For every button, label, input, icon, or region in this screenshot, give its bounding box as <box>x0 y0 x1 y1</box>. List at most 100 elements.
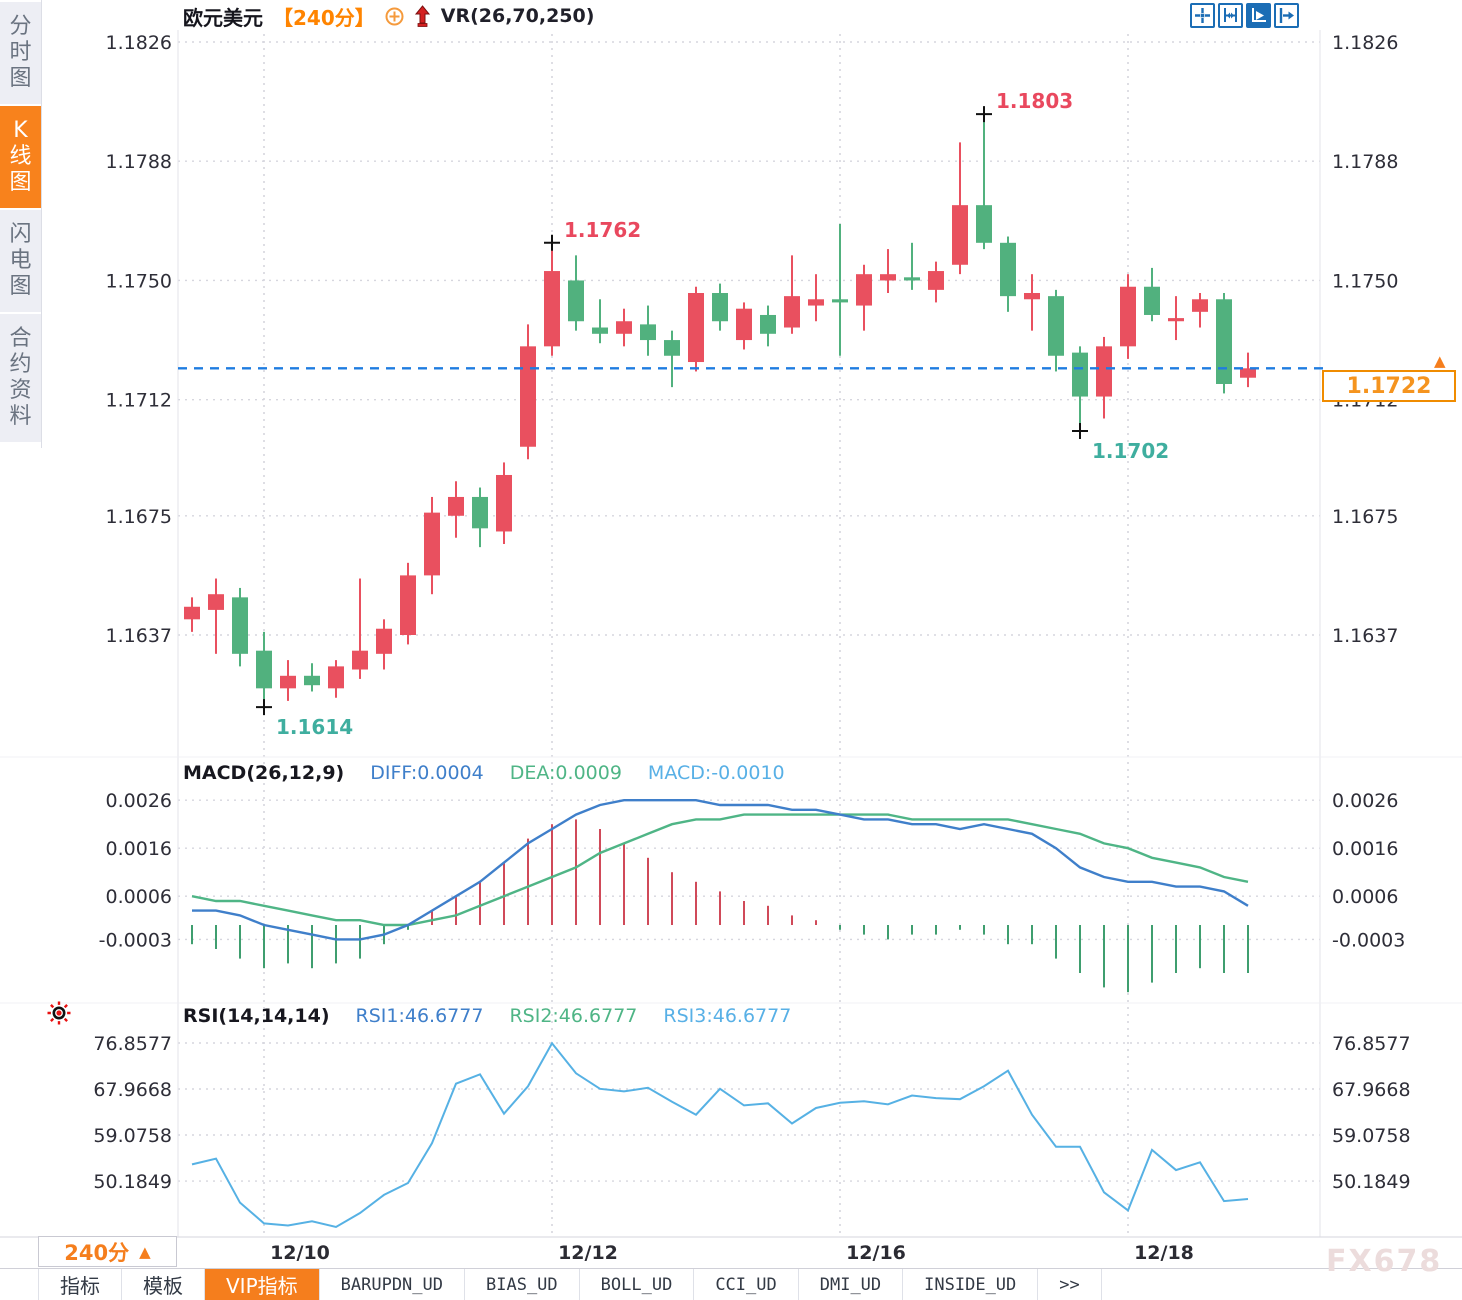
candle-body <box>880 274 896 281</box>
rsi-title[interactable]: RSI(14,14,14) <box>183 1005 330 1027</box>
period-selector[interactable]: 240分 ▲ <box>38 1236 177 1267</box>
current-price-tag: 1.1722 <box>1322 370 1456 402</box>
symbol-title: 欧元美元 <box>183 5 263 30</box>
svg-text:76.8577: 76.8577 <box>93 1033 172 1055</box>
price-up-triangle-icon: ▲ <box>1434 352 1446 370</box>
candle-body <box>1192 299 1208 312</box>
rsi-line <box>191 1041 1249 1229</box>
svg-text:1.1826: 1.1826 <box>106 32 172 54</box>
overlay-indicator-label[interactable]: VR(26,70,250) <box>440 5 595 27</box>
bottom-tab->>[interactable]: >> <box>1038 1269 1102 1300</box>
pane-forward-icon[interactable] <box>1274 3 1299 28</box>
svg-text:59.0758: 59.0758 <box>1332 1125 1411 1147</box>
svg-text:1.1826: 1.1826 <box>1332 32 1398 54</box>
indicator-settings-sun-icon[interactable] <box>46 1000 72 1030</box>
period-label[interactable]: 【240分】 <box>273 5 375 30</box>
macd-title[interactable]: MACD(26,12,9) <box>183 762 345 784</box>
x-axis-date-label[interactable]: 12/12 <box>558 1242 618 1264</box>
candle-body <box>856 274 872 306</box>
candle-body <box>520 346 536 447</box>
candle-body <box>352 650 368 670</box>
circle-plus-icon[interactable] <box>385 7 404 26</box>
period-selector-label: 240分 <box>64 1240 130 1265</box>
bottom-tab-模板[interactable]: 模板 <box>122 1269 205 1300</box>
candle-body <box>664 340 680 356</box>
candle-body <box>304 675 320 686</box>
horizontal-gridlines <box>178 41 1320 1182</box>
svg-text:1.1712: 1.1712 <box>106 390 172 412</box>
axis-tick-labels: 1.1826 1.1826 1.1788 1.1788 1.1750 1.1750 1.17… <box>93 32 1410 1193</box>
axis-scale-icon[interactable] <box>1218 3 1243 28</box>
sidebar-tab-合约资料[interactable]: 合约资料 <box>0 314 41 442</box>
play-axis-icon[interactable] <box>1246 3 1271 28</box>
chart-toolbar <box>1190 3 1299 28</box>
extreme-label: 1.1614 <box>276 715 353 739</box>
candle-body <box>424 512 440 576</box>
bottom-tab-CCI_UD[interactable]: CCI_UD <box>694 1269 799 1300</box>
crosshair-icon[interactable] <box>1190 3 1215 28</box>
macd-diff-value: DIFF:0.0004 <box>370 762 484 784</box>
candle-body <box>616 321 632 334</box>
svg-text:1.1750: 1.1750 <box>1332 270 1398 292</box>
bottom-tab-BARUPDN_UD[interactable]: BARUPDN_UD <box>319 1269 465 1300</box>
candle-body <box>808 299 824 306</box>
candle-body <box>1000 242 1016 297</box>
period-up-arrow-icon: ▲ <box>139 1242 151 1261</box>
extreme-label: 1.1702 <box>1092 439 1169 463</box>
sidebar-tab-分时图[interactable]: 分时图 <box>0 2 41 104</box>
macd-histogram <box>191 819 1249 993</box>
candle-body <box>592 327 608 334</box>
candle-body <box>1048 296 1064 356</box>
candle-body <box>1072 352 1088 397</box>
macd-dea-value: DEA:0.0009 <box>509 762 622 784</box>
chart-canvas[interactable]: 1.1826 1.1826 1.1788 1.1788 1.1750 1.1750 1.17… <box>0 0 1462 1268</box>
sidebar-tab-闪电图[interactable]: 闪电图 <box>0 210 41 312</box>
extreme-annotations: 1.1762 1.1803 1.1614 1.1702 <box>256 89 1169 739</box>
svg-text:1.1637: 1.1637 <box>1332 625 1398 647</box>
bottom-tab-BOLL_UD[interactable]: BOLL_UD <box>579 1269 695 1300</box>
svg-text:59.0758: 59.0758 <box>93 1125 172 1147</box>
svg-text:0.0006: 0.0006 <box>106 886 172 908</box>
bottom-tab-DMI_UD[interactable]: DMI_UD <box>798 1269 904 1300</box>
rsi3-value: RSI3:46.6777 <box>663 1005 792 1027</box>
extreme-label: 1.1803 <box>996 89 1073 113</box>
bottom-tab-指标[interactable]: 指标 <box>38 1269 122 1300</box>
x-axis-date-label[interactable]: 12/16 <box>846 1242 906 1264</box>
candle-body <box>1024 293 1040 300</box>
candle-body <box>784 296 800 328</box>
rsi-panel-header: RSI(14,14,14) RSI1:46.6777 RSI2:46.6777 … <box>183 1005 791 1027</box>
candle-body <box>280 675 296 689</box>
bottom-tab-VIP指标[interactable]: VIP指标 <box>205 1269 320 1300</box>
candle-body <box>472 496 488 529</box>
candle-body <box>568 280 584 322</box>
macd-dea-line <box>191 813 1249 927</box>
svg-text:1.1675: 1.1675 <box>106 506 172 528</box>
x-axis-date-label[interactable]: 12/18 <box>1134 1242 1194 1264</box>
svg-text:1.1637: 1.1637 <box>106 625 172 647</box>
svg-text:76.8577: 76.8577 <box>1332 1033 1411 1055</box>
candle-body <box>184 606 200 620</box>
svg-text:1.1750: 1.1750 <box>106 270 172 292</box>
macd-macd-value: MACD:-0.0010 <box>647 762 785 784</box>
rsi2-value: RSI2:46.6777 <box>509 1005 638 1027</box>
pane-borders <box>0 30 1462 1238</box>
bottom-tab-BIAS_UD[interactable]: BIAS_UD <box>465 1269 580 1300</box>
macd-panel-header: MACD(26,12,9) DIFF:0.0004 DEA:0.0009 MAC… <box>183 762 785 784</box>
extreme-marker <box>544 234 560 251</box>
candle-body <box>736 308 752 341</box>
x-axis-date-label[interactable]: 12/10 <box>270 1242 330 1264</box>
svg-text:1.1788: 1.1788 <box>1332 151 1398 173</box>
candle-body <box>328 666 344 689</box>
bottom-tab-INSIDE_UD[interactable]: INSIDE_UD <box>903 1269 1039 1300</box>
extreme-marker <box>256 699 272 716</box>
candle-body <box>832 299 848 303</box>
candle-body <box>904 277 920 281</box>
extreme-label: 1.1762 <box>564 218 641 242</box>
candle-body <box>256 650 272 689</box>
svg-text:0.0026: 0.0026 <box>1332 790 1398 812</box>
rsi1-value: RSI1:46.6777 <box>355 1005 484 1027</box>
candle-body <box>232 597 248 654</box>
candles <box>184 114 1256 708</box>
